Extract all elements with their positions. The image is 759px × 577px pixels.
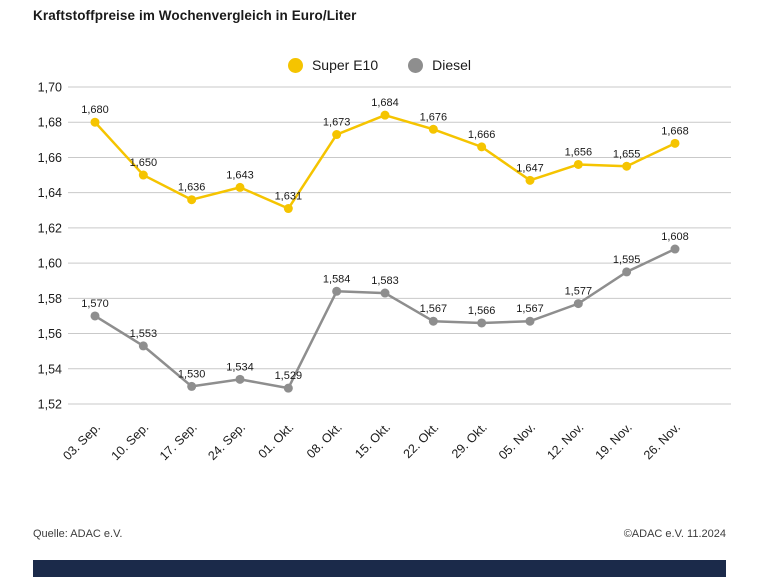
legend-item-diesel: Diesel bbox=[408, 57, 471, 73]
data-label: 1,656 bbox=[565, 146, 593, 158]
x-tick-label: 12. Nov. bbox=[544, 420, 586, 462]
source-note: Quelle: ADAC e.V. bbox=[33, 528, 123, 540]
data-label: 1,566 bbox=[468, 305, 496, 317]
data-label: 1,529 bbox=[275, 370, 303, 382]
data-label: 1,577 bbox=[565, 286, 593, 298]
copyright-note: ©ADAC e.V. 11.2024 bbox=[623, 528, 726, 540]
data-point bbox=[283, 204, 293, 214]
data-point bbox=[428, 316, 438, 326]
data-point bbox=[138, 170, 148, 180]
data-point bbox=[380, 288, 390, 298]
data-point bbox=[332, 286, 342, 296]
data-point bbox=[670, 244, 680, 254]
data-point bbox=[428, 124, 438, 134]
legend: Super E10 Diesel bbox=[0, 57, 759, 73]
y-tick-label: 1,66 bbox=[38, 151, 62, 165]
data-point bbox=[525, 316, 535, 326]
data-point bbox=[187, 195, 197, 205]
data-label: 1,631 bbox=[275, 191, 303, 203]
x-tick-label: 29. Okt. bbox=[449, 420, 490, 461]
data-point bbox=[477, 318, 487, 328]
data-point bbox=[477, 142, 487, 152]
x-tick-label: 17. Sep. bbox=[157, 420, 200, 463]
super-e10-swatch-icon bbox=[287, 57, 303, 73]
y-tick-label: 1,58 bbox=[38, 292, 62, 306]
y-tick-label: 1,68 bbox=[38, 116, 62, 130]
y-tick-label: 1,54 bbox=[38, 362, 62, 376]
diesel-swatch-icon bbox=[408, 57, 424, 73]
data-label: 1,668 bbox=[661, 125, 689, 137]
data-point bbox=[90, 311, 100, 321]
data-label: 1,595 bbox=[613, 254, 641, 266]
data-label: 1,553 bbox=[130, 328, 158, 340]
y-tick-label: 1,62 bbox=[38, 221, 62, 235]
data-point bbox=[573, 159, 583, 169]
data-label: 1,570 bbox=[81, 298, 109, 310]
legend-label-super-e10: Super E10 bbox=[311, 57, 379, 73]
data-label: 1,608 bbox=[661, 231, 689, 243]
data-point bbox=[332, 130, 342, 140]
x-tick-label: 22. Okt. bbox=[401, 420, 442, 461]
data-point bbox=[573, 299, 583, 309]
x-tick-label: 05. Nov. bbox=[496, 420, 538, 462]
data-label: 1,530 bbox=[178, 368, 206, 380]
legend-item-super-e10: Super E10 bbox=[287, 57, 379, 73]
y-tick-label: 1,60 bbox=[38, 257, 62, 271]
data-point bbox=[622, 267, 632, 277]
data-point bbox=[283, 383, 293, 393]
series-line-super-e10 bbox=[93, 113, 677, 210]
data-point bbox=[235, 182, 245, 192]
data-label: 1,655 bbox=[613, 148, 641, 160]
y-tick-label: 1,64 bbox=[38, 186, 62, 200]
data-label: 1,584 bbox=[323, 273, 351, 285]
data-point bbox=[380, 110, 390, 120]
data-point bbox=[622, 161, 632, 171]
chart-title: Kraftstoffpreise im Wochenvergleich in E… bbox=[33, 8, 357, 23]
data-label: 1,666 bbox=[468, 129, 496, 141]
y-tick-label: 1,56 bbox=[38, 327, 62, 341]
x-tick-label: 10. Sep. bbox=[109, 420, 152, 463]
data-label: 1,534 bbox=[226, 361, 254, 373]
x-tick-label: 26. Nov. bbox=[641, 420, 683, 462]
x-tick-label: 19. Nov. bbox=[593, 420, 635, 462]
data-label: 1,650 bbox=[130, 157, 158, 169]
data-label: 1,636 bbox=[178, 182, 206, 194]
data-point bbox=[187, 381, 197, 391]
data-label: 1,676 bbox=[420, 111, 448, 123]
data-point bbox=[235, 374, 245, 384]
x-tick-label: 08. Okt. bbox=[304, 420, 345, 461]
data-label: 1,643 bbox=[226, 169, 254, 181]
legend-label-diesel: Diesel bbox=[432, 57, 472, 73]
data-label: 1,673 bbox=[323, 117, 351, 129]
data-point bbox=[138, 341, 148, 351]
x-tick-label: 24. Sep. bbox=[205, 420, 248, 463]
y-tick-label: 1,70 bbox=[38, 81, 62, 95]
data-point bbox=[670, 138, 680, 148]
data-point bbox=[525, 175, 535, 185]
data-label: 1,567 bbox=[516, 303, 544, 315]
bottom-bar bbox=[33, 560, 726, 577]
data-label: 1,583 bbox=[371, 275, 399, 287]
y-tick-label: 1,52 bbox=[38, 398, 62, 412]
x-tick-label: 15. Okt. bbox=[352, 420, 393, 461]
data-label: 1,680 bbox=[81, 104, 109, 116]
data-label: 1,684 bbox=[371, 97, 399, 109]
series-line-diesel bbox=[93, 247, 677, 390]
x-tick-label: 01. Okt. bbox=[256, 420, 297, 461]
data-label: 1,647 bbox=[516, 162, 544, 174]
data-point bbox=[90, 117, 100, 127]
data-label: 1,567 bbox=[420, 303, 448, 315]
x-tick-label: 03. Sep. bbox=[60, 420, 103, 463]
